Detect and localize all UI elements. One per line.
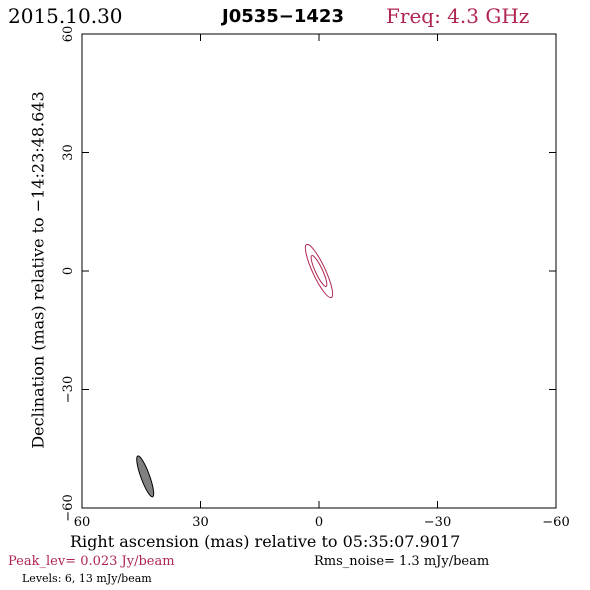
x-tick-label: 30 <box>192 515 209 530</box>
x-tick-label: 0 <box>315 515 323 530</box>
frequency-label: Freq: 4.3 GHz <box>386 4 530 28</box>
x-tick-label: −30 <box>424 515 451 530</box>
x-tick-label: 60 <box>74 515 91 530</box>
y-tick-label: 60 <box>61 26 76 43</box>
contour-levels: Levels: 6, 13 mJy/beam <box>22 572 152 585</box>
y-tick-label: −30 <box>61 376 76 403</box>
observation-date: 2015.10.30 <box>8 4 123 28</box>
y-tick-label: −60 <box>61 494 76 521</box>
beam-ellipse <box>136 455 155 498</box>
y-tick-label: 30 <box>61 144 76 161</box>
x-axis-label: Right ascension (mas) relative to 05:35:… <box>70 532 461 551</box>
contour-level-6 <box>304 243 334 299</box>
plot-frame <box>81 33 557 509</box>
chart-marks <box>136 243 334 498</box>
source-name: J0535−1423 <box>222 6 344 27</box>
axis-ticks: 60 30 0 −30 −60 −60 −30 0 30 60 <box>61 26 570 530</box>
peak-level: Peak_lev= 0.023 Jy/beam <box>8 554 175 569</box>
rms-noise: Rms_noise= 1.3 mJy/beam <box>314 554 490 569</box>
y-axis-label: Declination (mas) relative to −14:23:48.… <box>28 91 48 449</box>
y-tick-label: 0 <box>61 267 76 275</box>
contour-level-13 <box>310 255 328 287</box>
x-tick-label: −60 <box>542 515 569 530</box>
